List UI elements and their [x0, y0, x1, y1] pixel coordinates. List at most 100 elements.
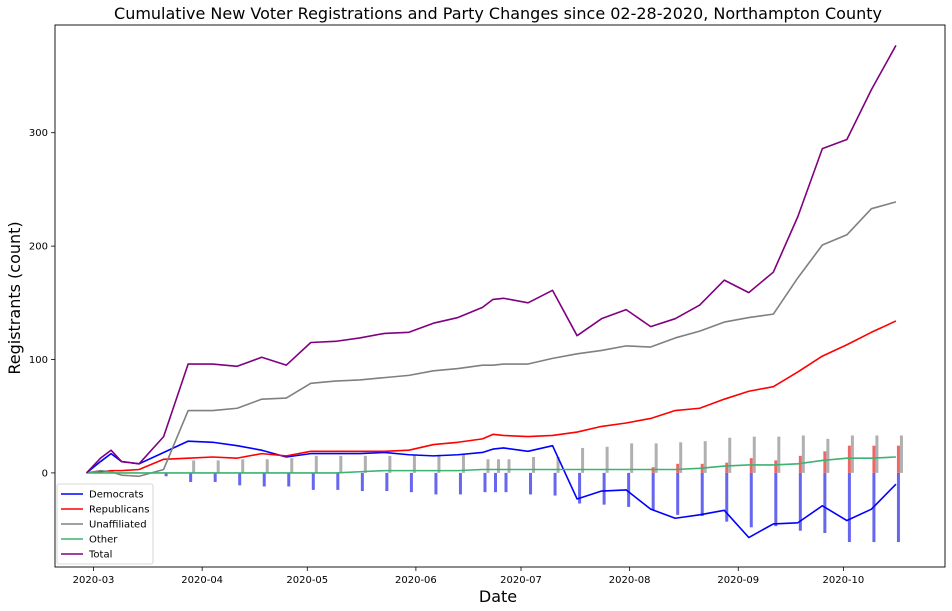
bar-unaffiliated-22	[703, 441, 707, 473]
bar-democrats-18	[578, 472, 582, 504]
bar-unaffiliated-1	[216, 460, 220, 473]
bar-democrats-2	[213, 472, 217, 482]
bar-republicans-8	[847, 445, 851, 473]
bar-democrats-4	[262, 472, 266, 487]
bar-democrats-16	[529, 472, 533, 495]
bar-democrats-5	[287, 472, 291, 487]
bar-democrats-27	[798, 472, 802, 531]
bar-democrats-24	[725, 472, 729, 522]
line-unaffiliated	[86, 201, 897, 478]
bar-democrats-13	[483, 472, 487, 493]
bar-republicans-7	[823, 451, 827, 473]
bar-republicans-1	[676, 463, 680, 473]
bar-democrats-22	[676, 472, 680, 515]
bar-unaffiliated-23	[728, 437, 732, 473]
y-axis: 0 100 200 300	[29, 128, 55, 479]
bar-unaffiliated-25	[777, 436, 781, 473]
x-tick-label: 2020-10	[822, 575, 864, 586]
bar-unaffiliated-5	[314, 455, 318, 473]
bar-democrats-20	[627, 472, 631, 507]
bar-unaffiliated-14	[507, 459, 511, 473]
bar-democrats-3	[238, 472, 242, 486]
bar-unaffiliated-28	[850, 435, 854, 473]
bar-democrats-25	[749, 472, 753, 528]
bar-democrats-23	[700, 472, 704, 516]
bar-unaffiliated-13	[496, 459, 500, 473]
line-democrats	[86, 440, 897, 539]
bar-democrats-7	[336, 472, 340, 490]
bar-democrats-28	[823, 472, 827, 533]
bar-unaffiliated-10	[437, 454, 441, 473]
chart-title: Cumulative New Voter Registrations and P…	[114, 4, 882, 23]
bar-unaffiliated-15	[532, 457, 536, 473]
bar-unaffiliated-18	[605, 446, 609, 473]
bar-unaffiliated-4	[290, 458, 294, 473]
bar-democrats-19	[602, 472, 606, 505]
line-total	[85, 45, 897, 474]
plot-frame	[54, 24, 946, 568]
bar-democrats-0	[164, 472, 168, 477]
bar-democrats-12	[458, 472, 462, 495]
x-tick-label: 2020-03	[73, 575, 115, 586]
y-axis-title: Registrants (count)	[5, 221, 24, 374]
bar-unaffiliated-19	[630, 443, 634, 473]
bar-unaffiliated-11	[461, 454, 465, 473]
bar-democrats-31	[896, 472, 900, 543]
bar-unaffiliated-24	[752, 436, 756, 473]
legend-label-total: Total	[88, 550, 112, 561]
bar-democrats-9	[385, 472, 389, 492]
legend-box	[56, 483, 154, 565]
bar-unaffiliated-8	[388, 455, 392, 473]
bar-unaffiliated-9	[412, 454, 416, 473]
bar-unaffiliated-26	[801, 435, 805, 473]
bar-democrats-10	[409, 472, 413, 493]
bar-democrats-29	[847, 472, 851, 543]
x-tick-label: 2020-05	[286, 575, 328, 586]
bar-unaffiliated-27	[826, 438, 830, 473]
bar-unaffiliated-29	[875, 435, 879, 473]
bar-democrats-1	[189, 472, 193, 482]
bar-unaffiliated-16	[556, 457, 560, 473]
bar-unaffiliated-21	[679, 442, 683, 473]
bar-unaffiliated-20	[654, 443, 658, 473]
bar-democrats-6	[311, 472, 315, 490]
bar-democrats-17	[553, 472, 557, 496]
bar-democrats-14	[493, 472, 497, 493]
y-tick-label: 200	[29, 242, 48, 253]
bar-unaffiliated-0	[192, 460, 196, 473]
x-axis: 2020-03 2020-04 2020-05 2020-06 2020-07 2020-…	[73, 567, 864, 586]
bar-republicans-5	[774, 460, 778, 473]
bar-unaffiliated-2	[241, 459, 245, 473]
bar-unaffiliated-30	[899, 435, 903, 473]
bar-unaffiliated-6	[339, 455, 343, 473]
bar-unaffiliated-12	[486, 459, 490, 473]
bar-democrats-26	[774, 472, 778, 527]
legend-label-democrats: Democrats	[89, 490, 144, 501]
x-tick-label: 2020-04	[181, 575, 223, 586]
bar-republicans-3	[725, 462, 729, 473]
line-other	[86, 456, 896, 474]
y-tick-label: 300	[29, 128, 48, 139]
x-tick-label: 2020-09	[717, 575, 759, 586]
bar-democrats-8	[360, 472, 364, 492]
x-tick-label: 2020-06	[395, 575, 437, 586]
bar-unaffiliated-3	[265, 459, 269, 473]
x-axis-title: Date	[479, 587, 517, 606]
bar-republicans-9	[872, 445, 876, 473]
legend-label-other: Other	[89, 535, 118, 546]
bar-democrats-21	[651, 472, 655, 511]
bar-unaffiliated-17	[581, 447, 585, 473]
legend-label-republicans: Republicans	[89, 505, 149, 516]
line-republicans	[86, 320, 897, 474]
y-tick-label: 0	[42, 468, 48, 479]
bar-democrats-11	[434, 472, 438, 495]
bars-layer	[164, 435, 903, 543]
bar-republicans-6	[798, 455, 802, 473]
bar-republicans-10	[896, 445, 900, 473]
bar-democrats-15	[504, 472, 508, 493]
x-tick-label: 2020-08	[609, 575, 651, 586]
y-tick-label: 100	[29, 355, 48, 366]
legend: Democrats Republicans Unaffiliated Other Tot…	[56, 483, 154, 565]
